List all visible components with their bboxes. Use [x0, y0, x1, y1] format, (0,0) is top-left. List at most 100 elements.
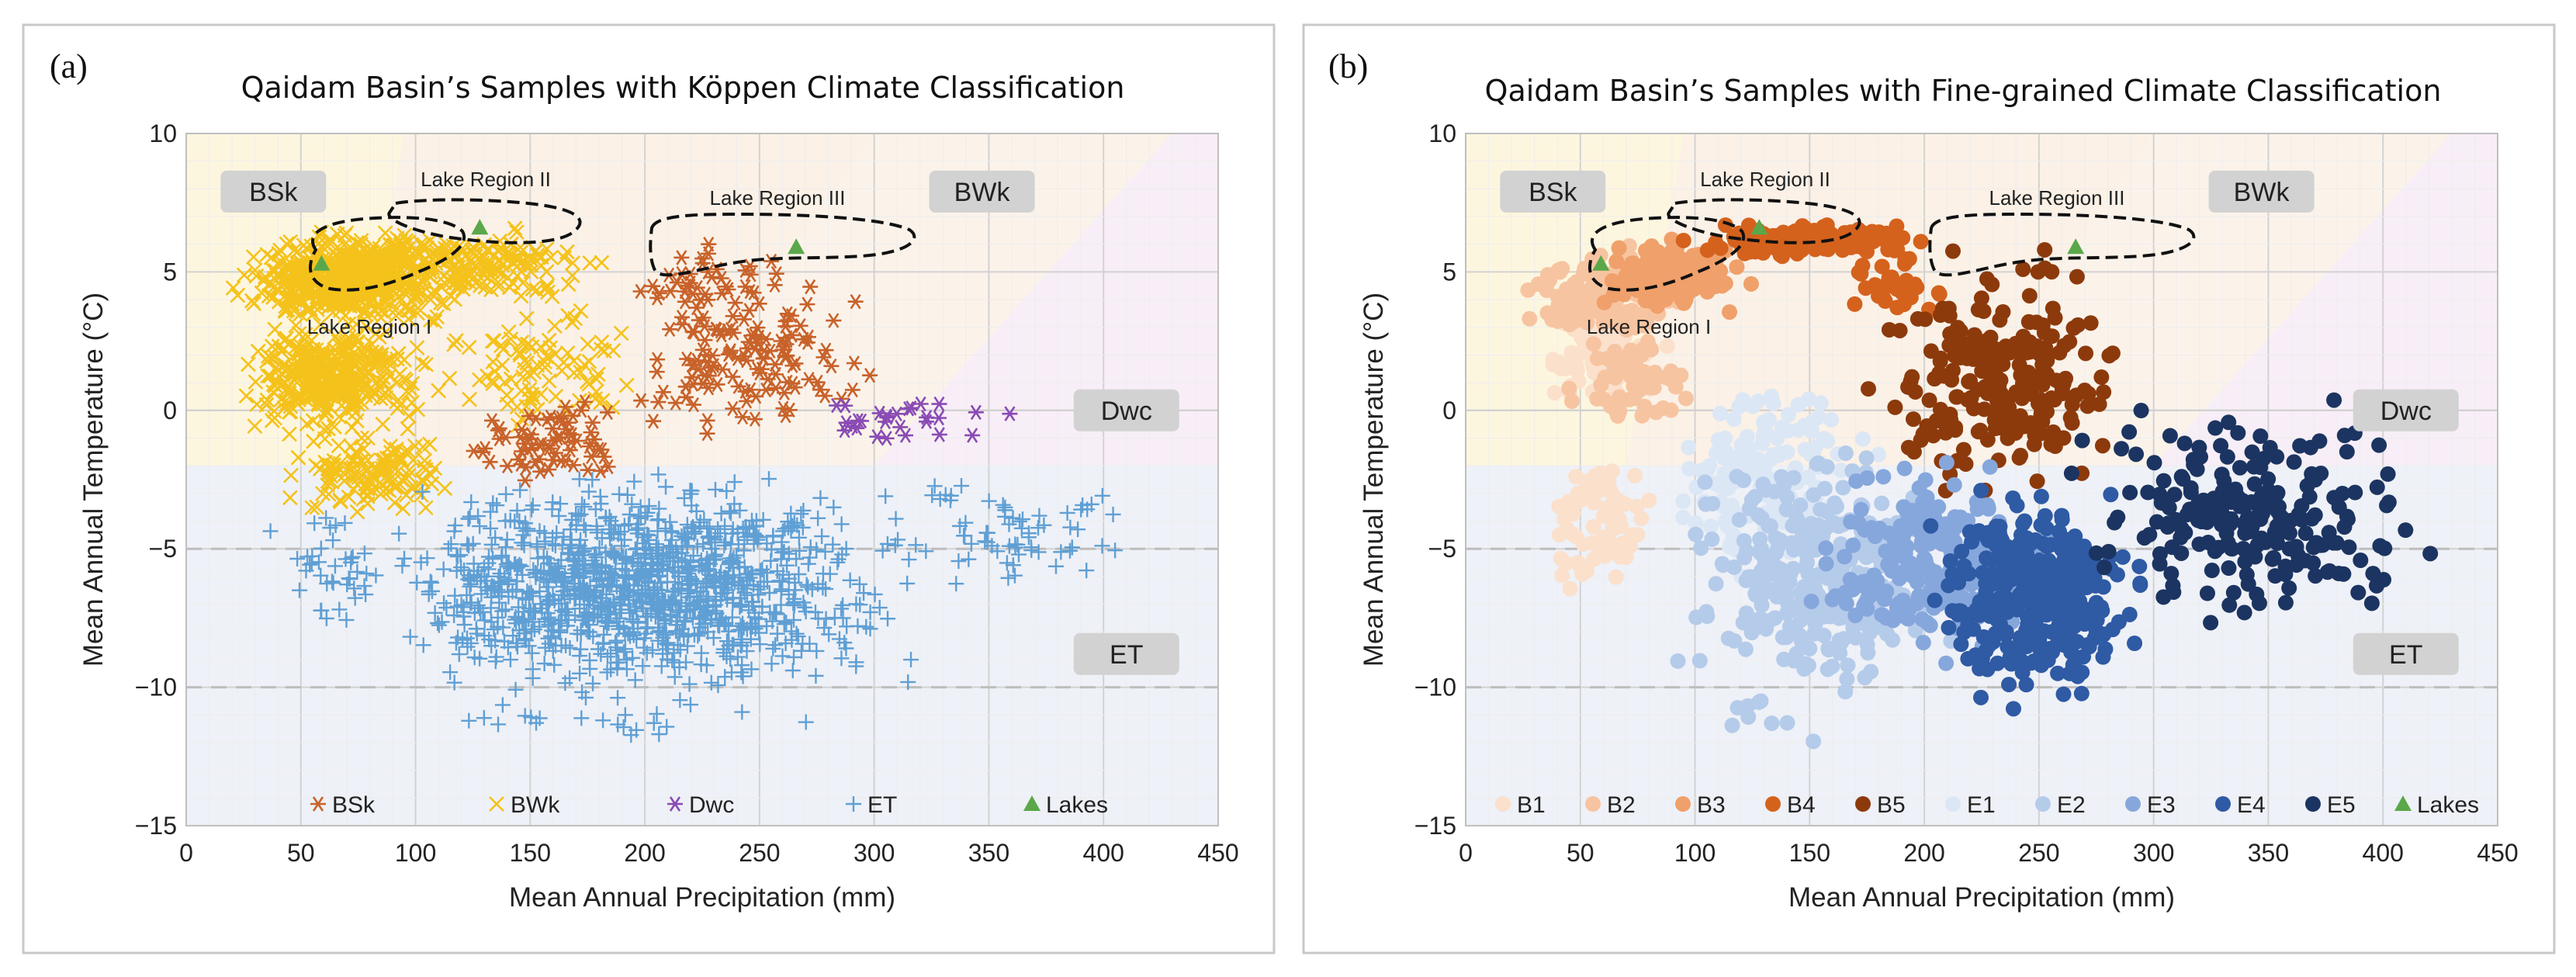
- legend-bsk-marker: [310, 796, 326, 812]
- et-point: [671, 625, 687, 642]
- et-point: [682, 482, 698, 498]
- bsk-point: [725, 400, 741, 417]
- et-point: [679, 517, 695, 533]
- b5-point: [2079, 398, 2096, 414]
- et-point: [1020, 529, 1037, 546]
- x-tick-label: 400: [1083, 839, 1124, 867]
- e2-point: [1724, 717, 1740, 733]
- bsk-point: [847, 293, 864, 310]
- et-point: [880, 611, 896, 627]
- e2-point: [1859, 636, 1875, 653]
- e2-point: [1698, 496, 1714, 512]
- bwk-point: [282, 234, 299, 250]
- et-point: [627, 672, 643, 688]
- bwk-point: [422, 312, 438, 328]
- et-point: [651, 726, 667, 743]
- et-point: [327, 558, 343, 574]
- et-point: [637, 508, 653, 525]
- legend-dwc-marker: [667, 796, 683, 812]
- bwk-point: [564, 268, 580, 284]
- y-tick-label: −10: [135, 674, 177, 702]
- x-tick-label: 0: [179, 839, 193, 867]
- bsk-point: [720, 346, 736, 362]
- bwk-point: [283, 290, 299, 307]
- et-point: [862, 604, 878, 620]
- bwk-point: [296, 237, 312, 254]
- bwk-point: [339, 372, 355, 388]
- et-point: [818, 580, 834, 597]
- et-point: [530, 550, 546, 566]
- e3-point: [1911, 480, 1927, 496]
- bwk-point: [479, 260, 495, 276]
- et-point: [774, 648, 791, 664]
- bwk-point: [414, 472, 431, 488]
- bsk-point: [826, 313, 842, 328]
- bwk-point: [556, 355, 572, 370]
- bwk-point: [376, 453, 392, 469]
- et-point: [722, 503, 738, 519]
- e2-point: [1840, 657, 1856, 674]
- et-point: [262, 523, 279, 539]
- dwc-point: [897, 428, 913, 443]
- et-point: [763, 553, 779, 569]
- et-point: [571, 567, 587, 584]
- bsk-point: [513, 429, 529, 445]
- et-point: [476, 612, 493, 629]
- e3-point: [1885, 546, 1901, 563]
- b5-point: [1948, 419, 1964, 435]
- bwk-point: [533, 386, 549, 402]
- bwk-point: [291, 267, 307, 283]
- et-point: [483, 520, 499, 536]
- b5-point: [2027, 427, 2043, 443]
- et-point: [708, 481, 724, 497]
- b4-point: [1903, 289, 1919, 306]
- et-point: [950, 553, 967, 570]
- bwk-point: [485, 354, 501, 370]
- et-point: [851, 576, 867, 592]
- bwk-point: [402, 380, 418, 397]
- bwk-point: [353, 394, 369, 411]
- b5-point: [1861, 381, 1877, 397]
- et-point: [590, 601, 607, 617]
- et-point: [718, 483, 735, 499]
- e4-point: [2103, 487, 2119, 503]
- bsk-point: [553, 411, 570, 426]
- et-point: [780, 519, 796, 535]
- legend-lakes-marker: [1023, 795, 1040, 811]
- et-point: [528, 569, 544, 585]
- e1-point: [1731, 399, 1747, 415]
- e4-point: [1998, 624, 2014, 640]
- et-point: [783, 523, 799, 539]
- e2-point: [1793, 632, 1809, 649]
- et-point: [753, 563, 769, 579]
- et-point: [635, 658, 651, 674]
- e3-point: [1878, 584, 1895, 600]
- e2-point: [1858, 450, 1875, 466]
- bsk-point: [751, 296, 767, 312]
- bwk-point: [279, 236, 295, 252]
- bwk-point: [582, 255, 598, 271]
- bwk-point: [286, 265, 303, 280]
- et-point: [601, 615, 617, 631]
- e3-point: [1818, 540, 1834, 556]
- bwk-point: [248, 374, 264, 390]
- x-tick-label: 250: [739, 839, 780, 867]
- et-point: [608, 517, 624, 533]
- b4-point: [1780, 232, 1796, 248]
- bwk-point: [573, 303, 589, 319]
- b1-point: [1586, 494, 1602, 511]
- e2-point: [1878, 625, 1895, 642]
- e2-point: [1751, 694, 1768, 710]
- b1-point: [1567, 349, 1583, 366]
- e3-point: [1863, 520, 1879, 536]
- e1-point: [1780, 422, 1796, 438]
- bsk-point: [767, 366, 784, 383]
- b3-point: [1604, 273, 1620, 289]
- et-point: [556, 528, 572, 545]
- et-point: [636, 630, 653, 646]
- bsk-point: [784, 376, 801, 391]
- b1-point: [1568, 469, 1584, 485]
- e2-point: [1740, 708, 1757, 725]
- dwc-point: [931, 396, 947, 412]
- x-tick-label: 150: [510, 839, 551, 867]
